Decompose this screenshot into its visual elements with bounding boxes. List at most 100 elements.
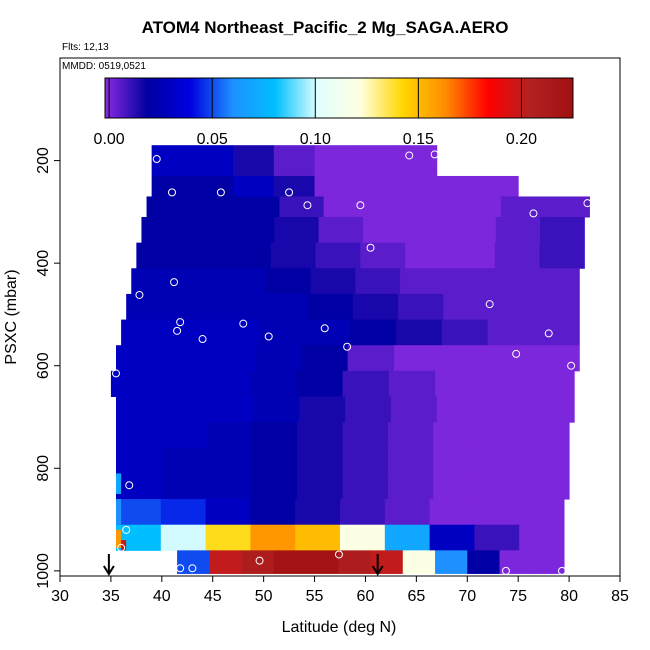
- latitude-arrow-head: [371, 565, 384, 576]
- heatmap-cell: [387, 447, 434, 474]
- heatmap-cell: [116, 345, 163, 372]
- y-tick-label: 1000: [35, 553, 52, 589]
- heatmap-cell: [205, 524, 251, 551]
- heatmap-cell: [116, 473, 162, 500]
- heatmap-cell: [531, 550, 565, 574]
- heatmap-cell: [116, 473, 122, 494]
- heatmap-cell: [233, 175, 275, 197]
- heatmap-cell: [253, 396, 300, 423]
- colorbar-tick-label: 0.00: [94, 131, 125, 148]
- heatmap-cell: [161, 422, 208, 449]
- x-tick-label: 80: [560, 588, 578, 605]
- heatmap-cell: [440, 345, 488, 372]
- heatmap-cell: [467, 550, 501, 574]
- heatmap-cell: [352, 293, 399, 321]
- sample-point: [512, 349, 521, 358]
- heatmap-cell: [489, 268, 535, 295]
- flights-label: Flts: 12,13: [62, 42, 109, 53]
- heatmap-cell: [250, 524, 296, 551]
- sample-point: [366, 243, 375, 252]
- heatmap-cell: [436, 175, 478, 197]
- heatmap-cell: [533, 293, 580, 321]
- y-tick-label: 400: [35, 250, 52, 277]
- heatmap-cell: [499, 550, 533, 574]
- heatmap-cell: [402, 550, 436, 574]
- heatmap-cell: [126, 293, 172, 321]
- heatmap-cell: [435, 550, 468, 574]
- sample-point: [567, 361, 576, 370]
- heatmap-cell: [230, 216, 275, 244]
- heatmap-cell: [241, 550, 275, 574]
- chart-title: ATOM4 Northeast_Pacific_2 Mg_SAGA.AERO: [141, 18, 509, 37]
- heatmap-cell: [262, 293, 308, 321]
- heatmap-cell: [318, 216, 364, 244]
- heatmap-cell: [206, 422, 253, 449]
- heatmap-cell: [151, 175, 193, 197]
- heatmap-cell: [355, 268, 401, 295]
- x-tick-label: 50: [255, 588, 273, 605]
- colorbar-tick-label: 0.10: [300, 131, 331, 148]
- heatmap-cell: [297, 447, 344, 474]
- heatmap-cell: [519, 524, 565, 551]
- axes: 30 35 40 45 50 55 60 65 70 75 80 85 200 400 600 800 1000: [35, 147, 629, 605]
- heatmap-cell: [235, 196, 280, 218]
- heatmap-cell: [301, 345, 349, 372]
- y-tick-label: 600: [35, 352, 52, 379]
- heatmap-cell: [116, 396, 163, 423]
- heatmap-cell: [206, 473, 253, 500]
- heatmap-cell: [429, 499, 475, 526]
- dates-label: MMDD: 0519,0521: [62, 61, 146, 72]
- heatmap-cell: [494, 242, 541, 269]
- heatmap-cell: [400, 268, 446, 295]
- heatmap-cell: [121, 319, 168, 346]
- heatmap-cell: [533, 319, 580, 346]
- sample-point: [285, 188, 294, 197]
- heatmap-cell: [474, 499, 520, 526]
- heatmap-cell: [433, 447, 479, 474]
- heatmap-cell: [279, 196, 325, 218]
- y-axis-label: PSXC (mbar): [3, 269, 20, 364]
- heatmap-cell: [478, 473, 525, 500]
- sample-point: [557, 566, 566, 575]
- sample-point: [343, 342, 352, 351]
- heatmap-cell: [477, 175, 519, 197]
- heatmap-cell: [523, 422, 570, 449]
- heatmap-cell: [368, 196, 413, 218]
- sample-point: [170, 278, 179, 287]
- heatmap-cell: [387, 422, 434, 449]
- heatmap-cell: [396, 175, 438, 197]
- heatmap-cell: [500, 196, 546, 218]
- heatmap-cell: [449, 242, 496, 269]
- heatmap-cell: [297, 422, 344, 449]
- heatmap-cell: [273, 145, 316, 177]
- heatmap-cell: [212, 319, 260, 346]
- sample-point: [255, 556, 264, 565]
- x-tick-label: 60: [357, 588, 375, 605]
- sample-point: [117, 543, 126, 552]
- heatmap-cell: [251, 473, 298, 500]
- heatmap-cell: [435, 370, 483, 397]
- heatmap-cell: [209, 550, 243, 574]
- heatmap-cell: [110, 370, 158, 397]
- heatmap-cell: [433, 422, 479, 449]
- heatmap-cell: [192, 175, 234, 197]
- heatmap-cell: [265, 268, 311, 295]
- heatmap-cell: [527, 370, 575, 397]
- sample-point: [152, 155, 161, 164]
- heatmap-cell: [296, 370, 344, 397]
- sample-point: [320, 324, 329, 333]
- heatmap-cell: [233, 145, 275, 177]
- heatmap-cell: [162, 345, 210, 372]
- heatmap-cell: [295, 499, 341, 526]
- heatmap-cell: [314, 145, 356, 177]
- heatmap-cell: [384, 499, 431, 526]
- heatmap-cell: [116, 447, 162, 474]
- y-tick-label: 800: [35, 455, 52, 482]
- heatmap-cell: [249, 370, 297, 397]
- heatmap-cell: [220, 268, 267, 295]
- sample-point: [216, 188, 225, 197]
- heatmap-cell: [340, 499, 386, 526]
- sample-point: [198, 335, 207, 344]
- heatmap-cell: [342, 422, 389, 449]
